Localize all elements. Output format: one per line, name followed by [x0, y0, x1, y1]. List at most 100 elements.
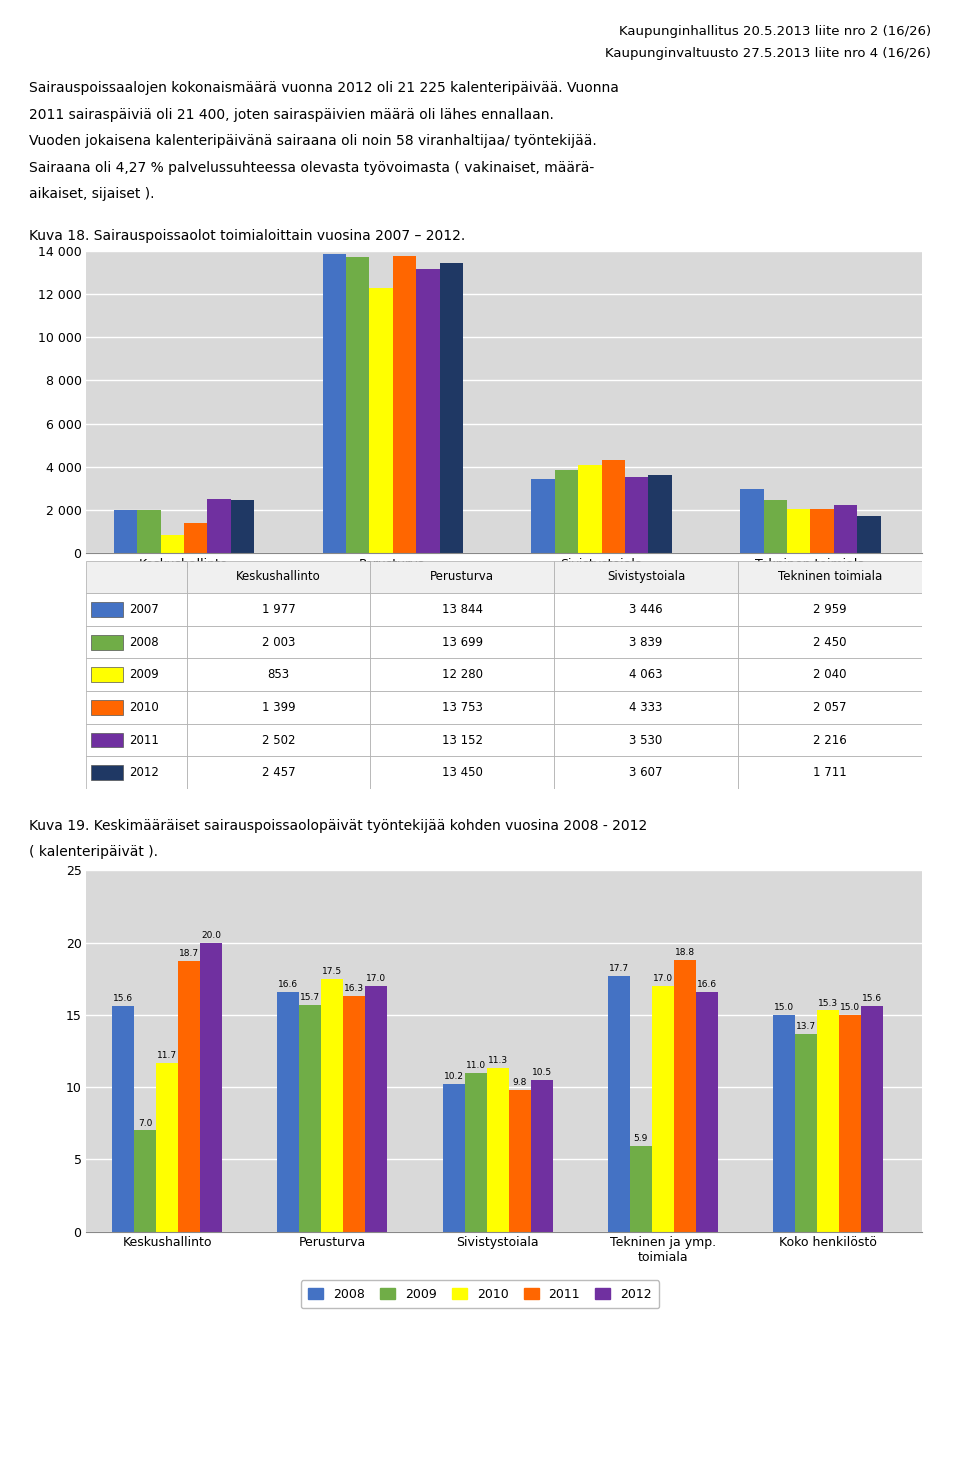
Bar	[787, 509, 810, 553]
Bar	[160, 535, 184, 553]
Text: Kuva 19. Keskimääräiset sairauspoissaolopäivät työntekijää kohden vuosina 2008 -: Kuva 19. Keskimääräiset sairauspoissaolo…	[29, 819, 647, 832]
Bar	[86, 757, 186, 789]
Bar	[738, 724, 922, 757]
Text: Perusturva: Perusturva	[430, 571, 494, 583]
Text: 15.0: 15.0	[840, 1003, 860, 1012]
Bar	[834, 506, 857, 553]
Text: 17.5: 17.5	[323, 966, 343, 976]
Bar	[839, 1015, 861, 1232]
Text: 18.7: 18.7	[180, 950, 200, 959]
Bar	[696, 991, 718, 1232]
Text: 17.0: 17.0	[653, 974, 673, 982]
Text: 16.6: 16.6	[697, 979, 717, 988]
Text: ( kalenteripäivät ).: ( kalenteripäivät ).	[29, 845, 157, 858]
Bar	[371, 593, 554, 625]
Bar	[371, 757, 554, 789]
Bar	[277, 991, 300, 1232]
Bar	[186, 658, 371, 692]
Text: 2007: 2007	[130, 603, 159, 617]
Bar	[740, 490, 763, 553]
Text: 17.0: 17.0	[367, 974, 387, 982]
Bar	[763, 500, 787, 553]
Bar	[674, 960, 696, 1232]
Text: 10.2: 10.2	[444, 1072, 464, 1081]
Text: 13.7: 13.7	[796, 1022, 816, 1031]
Text: 1 711: 1 711	[813, 767, 847, 779]
Text: 7.0: 7.0	[138, 1118, 153, 1127]
Bar	[90, 766, 123, 780]
Text: 2 502: 2 502	[262, 733, 296, 746]
Bar	[323, 254, 346, 553]
Text: 2 040: 2 040	[813, 668, 847, 681]
Bar	[86, 560, 186, 593]
Bar	[186, 692, 371, 724]
Bar	[773, 1015, 795, 1232]
Text: 13 753: 13 753	[442, 701, 483, 714]
Bar	[86, 724, 186, 757]
Text: 17.7: 17.7	[609, 963, 629, 974]
Bar	[602, 460, 625, 553]
Bar	[625, 476, 648, 553]
Bar	[861, 1006, 883, 1232]
Bar	[554, 757, 738, 789]
Bar	[186, 757, 371, 789]
Text: 15.6: 15.6	[113, 994, 133, 1003]
Bar	[417, 268, 440, 553]
Bar	[90, 634, 123, 649]
Text: 10.5: 10.5	[532, 1068, 552, 1077]
Text: 2 216: 2 216	[813, 733, 847, 746]
Text: 2011: 2011	[130, 733, 159, 746]
Bar	[186, 593, 371, 625]
Bar	[738, 757, 922, 789]
Bar	[554, 658, 738, 692]
Bar	[90, 668, 123, 681]
Bar	[608, 976, 630, 1232]
Bar	[738, 658, 922, 692]
Text: 4 063: 4 063	[629, 668, 662, 681]
Bar	[531, 479, 555, 553]
Text: 3 607: 3 607	[629, 767, 662, 779]
Text: 11.7: 11.7	[157, 1050, 178, 1059]
Text: 9.8: 9.8	[513, 1078, 527, 1087]
Text: aikaiset, sijaiset ).: aikaiset, sijaiset ).	[29, 187, 155, 201]
Bar	[531, 1080, 553, 1232]
Bar	[371, 625, 554, 658]
Text: Tekninen toimiala: Tekninen toimiala	[778, 571, 882, 583]
Bar	[554, 625, 738, 658]
Bar	[810, 509, 834, 553]
Bar	[509, 1090, 531, 1232]
Bar	[207, 499, 230, 553]
Text: 15.3: 15.3	[818, 999, 838, 1007]
Bar	[371, 658, 554, 692]
Bar	[554, 692, 738, 724]
Text: Kaupunginhallitus 20.5.2013 liite nro 2 (16/26): Kaupunginhallitus 20.5.2013 liite nro 2 …	[619, 25, 931, 38]
Text: 2 450: 2 450	[813, 636, 847, 649]
Bar	[555, 471, 578, 553]
Text: 4 333: 4 333	[630, 701, 662, 714]
Text: Kuva 18. Sairauspoissaolot toimialoittain vuosina 2007 – 2012.: Kuva 18. Sairauspoissaolot toimialoittai…	[29, 229, 465, 242]
Bar	[186, 560, 371, 593]
Bar	[113, 510, 137, 553]
Text: 2 057: 2 057	[813, 701, 847, 714]
Bar	[86, 692, 186, 724]
Text: 853: 853	[268, 668, 290, 681]
Bar	[156, 1062, 179, 1232]
Bar	[346, 257, 370, 553]
Bar	[371, 560, 554, 593]
Text: 15.7: 15.7	[300, 993, 321, 1002]
Text: 2010: 2010	[130, 701, 159, 714]
Bar	[393, 257, 417, 553]
Text: 15.6: 15.6	[862, 994, 882, 1003]
Text: 3 839: 3 839	[630, 636, 662, 649]
Bar	[366, 985, 388, 1232]
Bar	[371, 692, 554, 724]
Text: 1 399: 1 399	[262, 701, 296, 714]
Bar	[578, 466, 602, 553]
Bar	[90, 701, 123, 715]
Bar	[90, 602, 123, 617]
Bar	[186, 625, 371, 658]
Text: 18.8: 18.8	[675, 948, 695, 957]
Text: 11.0: 11.0	[466, 1061, 486, 1069]
Bar	[371, 724, 554, 757]
Text: 2 959: 2 959	[813, 603, 847, 617]
